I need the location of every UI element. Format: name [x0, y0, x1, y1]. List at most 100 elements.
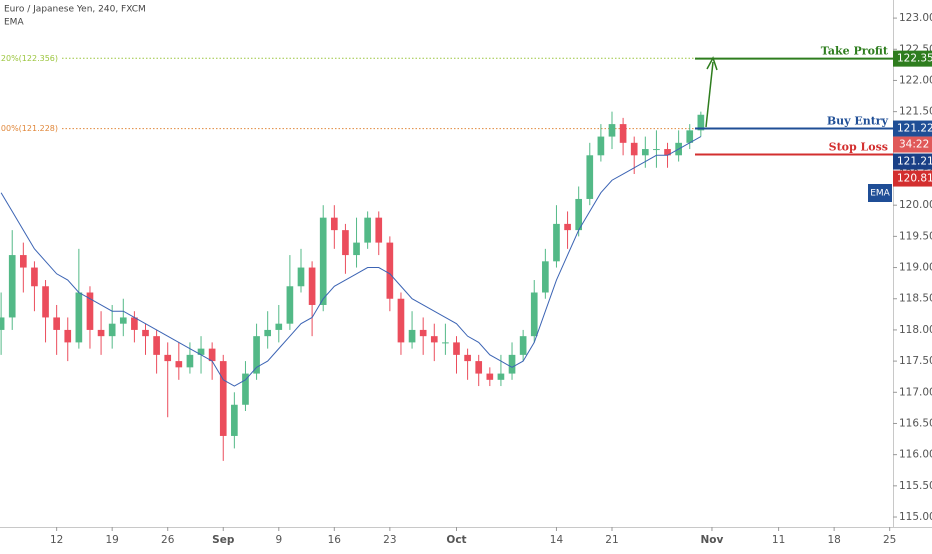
candle-body	[586, 155, 594, 199]
y-tick-label: 123.000	[899, 12, 932, 24]
candle-body	[497, 373, 505, 380]
y-tick-label: 119.000	[899, 262, 932, 274]
candle-body	[475, 361, 483, 374]
candle-body	[64, 329, 72, 343]
fib-label: 100.00%(121.228)	[0, 124, 58, 133]
candle-body	[131, 317, 138, 330]
take-profit-price-box	[893, 50, 932, 67]
x-tick-label: 25	[883, 534, 896, 546]
indicator-title: EMA	[4, 18, 24, 28]
candle-body	[197, 348, 205, 355]
candle-body	[308, 267, 316, 305]
x-tick-label: Nov	[701, 534, 724, 546]
x-tick-label: 12	[50, 534, 63, 546]
level-name: Buy Entry	[827, 115, 889, 128]
countdown-box	[893, 136, 932, 153]
y-tick-label: 121.500	[899, 106, 932, 118]
countdown: 34:22	[899, 139, 929, 151]
candle-body	[453, 342, 460, 355]
stop-loss-price-box	[893, 170, 932, 187]
candle-body	[330, 217, 338, 231]
level-name: Stop Loss	[829, 141, 888, 154]
candle-body	[519, 336, 527, 355]
candle-body	[231, 404, 238, 436]
candle-body	[275, 323, 283, 330]
candle-body	[31, 267, 38, 287]
candle-body	[264, 329, 272, 337]
x-tick-label: 16	[328, 534, 342, 546]
ema-legend-box	[868, 184, 892, 202]
candle-body	[342, 230, 349, 256]
x-tick-label: 21	[605, 534, 618, 546]
candle-body	[530, 292, 538, 337]
candle-body	[53, 317, 60, 330]
candle-body	[153, 336, 160, 355]
candle-body	[108, 323, 116, 337]
ema-legend: EMA	[870, 189, 890, 199]
x-tick-label: 26	[161, 534, 175, 546]
candle-body	[242, 373, 249, 405]
x-tick-label: Oct	[446, 534, 466, 546]
candle-body	[430, 336, 438, 343]
symbol-title: Euro / Japanese Yen, 240, FXCM	[4, 5, 146, 15]
candle-body	[253, 336, 260, 374]
candle-body	[630, 142, 638, 156]
candle-body	[97, 329, 105, 337]
y-tick-label: 120.000	[899, 199, 932, 211]
candle-body	[542, 261, 549, 293]
candle-body	[553, 223, 560, 262]
candle-body	[353, 242, 360, 256]
x-tick-label: 14	[550, 534, 564, 546]
x-tick-label: 9	[275, 534, 282, 546]
candle-body	[175, 361, 183, 368]
candle-body	[8, 255, 16, 318]
candle-body	[641, 149, 649, 156]
take-profit-price-label: 122.350	[897, 53, 932, 65]
last-price-label: 121.210	[897, 156, 932, 168]
candle-body	[697, 114, 705, 131]
arrow-shaft	[705, 61, 714, 128]
candle-body	[619, 124, 627, 143]
candle-body	[364, 217, 371, 243]
candle-body	[86, 292, 94, 330]
candle-body	[575, 198, 583, 231]
candle-body	[653, 149, 660, 151]
x-tick-label: 23	[383, 534, 396, 546]
candle-body	[219, 361, 227, 436]
candle-body	[142, 329, 149, 337]
candle-body	[42, 286, 49, 318]
y-tick-label: 116.500	[899, 417, 932, 429]
candle-body	[375, 217, 383, 243]
y-tick-label: 116.000	[899, 449, 932, 461]
y-tick-label: 122.000	[899, 74, 932, 86]
candle-body	[397, 298, 405, 343]
x-tick-label: 11	[772, 534, 785, 546]
y-tick-label: 118.500	[899, 293, 932, 305]
candle-body	[19, 255, 27, 268]
y-tick-label: 118.000	[899, 324, 932, 336]
candle-body	[0, 317, 5, 330]
x-tick-label: 18	[827, 534, 840, 546]
candle-body	[75, 292, 83, 343]
buy-entry-price-box	[893, 120, 932, 137]
y-tick-label: 119.500	[899, 230, 932, 242]
last-price-box	[893, 153, 932, 170]
candle-body	[486, 373, 494, 380]
candle-body	[508, 354, 516, 374]
fib-label: 127.20%(122.356)	[0, 54, 58, 63]
candle-body	[419, 329, 427, 337]
candle-body	[319, 217, 327, 305]
candle-body	[664, 149, 671, 156]
candle-body	[186, 354, 194, 368]
candle-body	[208, 348, 216, 362]
ema-line	[0, 136, 702, 387]
candle-body	[119, 317, 127, 324]
y-tick-label: 117.500	[899, 355, 932, 367]
candle-body	[297, 267, 305, 287]
candle-body	[564, 223, 571, 231]
candle-body	[686, 130, 694, 143]
candle-body	[386, 242, 394, 299]
level-name: Take Profit	[821, 45, 889, 58]
y-tick-label: 115.500	[899, 480, 932, 492]
